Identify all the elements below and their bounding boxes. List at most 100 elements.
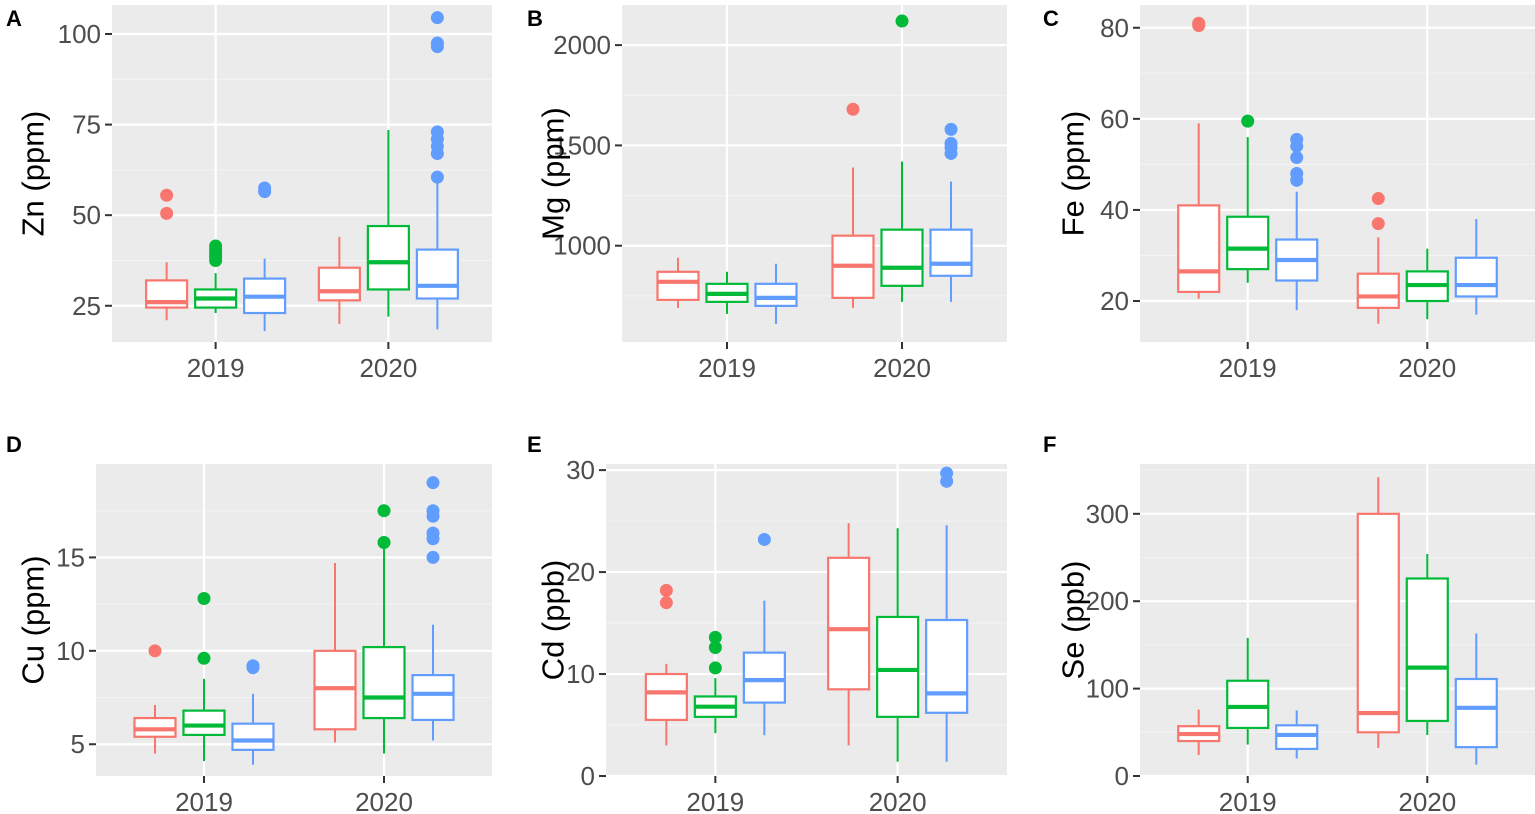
outlier-point (377, 504, 391, 518)
box-body (1454, 256, 1498, 298)
panel-c: 20 40 60 80 2019 2020 C Fe (ppm) (1043, 5, 1535, 383)
y-tick-label: 60 (1100, 104, 1129, 134)
panel-d: 5 10 15 2019 2020 D Cu (ppm) (6, 432, 492, 814)
y-axis-title: Fe (ppm) (1056, 111, 1091, 237)
y-tick-label: 25 (72, 291, 101, 321)
outlier-point (1241, 114, 1255, 128)
box-c-2019-series-1 (1177, 16, 1221, 299)
outlier-point (377, 535, 391, 549)
x-tick-label: 2020 (359, 353, 417, 383)
box-c-2019-series-2 (1226, 114, 1270, 283)
box-body (411, 674, 455, 722)
outlier-point (197, 592, 211, 606)
y-tick-label: 20 (1100, 286, 1129, 316)
y-tick-label: 1000 (553, 231, 611, 261)
y-tick-label: 50 (72, 200, 101, 230)
box-body (925, 618, 969, 714)
panel-a: 25 50 75 100 2019 2020 A Zn (ppm) (6, 5, 492, 383)
box-c-2020-series-3 (1454, 219, 1498, 315)
y-tick-label: 100 (1086, 674, 1129, 704)
outlier-point (1290, 132, 1304, 146)
box-body (1405, 577, 1449, 723)
box-d-2020-series-3 (411, 476, 455, 741)
y-tick-label: 20 (566, 557, 595, 587)
outlier-point (708, 661, 722, 675)
outlier-point (1371, 217, 1385, 231)
box-body (880, 228, 924, 287)
outlier-point (426, 476, 440, 490)
box-b-2020-series-1 (831, 102, 875, 308)
y-tick-label: 100 (58, 19, 101, 49)
box-body (415, 248, 459, 300)
box-a-2019-series-1 (145, 188, 189, 321)
panel-letter: C (1043, 6, 1059, 31)
y-axis-title: Zn (ppm) (16, 111, 51, 237)
panel-letter: A (6, 6, 22, 31)
panel-letter: F (1043, 432, 1056, 457)
outlier-point (209, 239, 223, 253)
box-body (1226, 215, 1270, 271)
y-tick-label: 40 (1100, 195, 1129, 225)
x-tick-label: 2019 (1219, 787, 1277, 814)
box-b-2019-series-2 (705, 271, 749, 314)
box-e-2020-series-2 (876, 528, 920, 762)
x-tick-label: 2019 (175, 787, 233, 814)
box-body (362, 645, 406, 720)
y-tick-label: 5 (71, 729, 85, 759)
outlier-point (708, 641, 722, 655)
box-body (317, 266, 361, 302)
outlier-point (940, 466, 954, 480)
box-f-2019-series-3 (1275, 710, 1319, 759)
y-tick-label: 30 (566, 455, 595, 485)
box-body (742, 651, 786, 704)
y-axis-title: Cd (ppb) (536, 560, 571, 681)
outlier-point (258, 181, 272, 195)
panel-letter: B (527, 6, 543, 31)
y-tick-label: 10 (56, 636, 85, 666)
y-tick-label: 0 (581, 761, 595, 791)
outlier-point (1290, 167, 1304, 180)
y-tick-label: 300 (1086, 499, 1129, 529)
box-d-2020-series-2 (362, 504, 406, 754)
outlier-point (197, 651, 211, 665)
box-c-2019-series-3 (1275, 132, 1319, 311)
box-e-2019-series-3 (742, 532, 786, 736)
box-b-2020-series-3 (929, 122, 973, 302)
outlier-point (426, 526, 440, 540)
box-d-2020-series-1 (313, 563, 357, 743)
outlier-point (160, 188, 174, 202)
box-body (656, 270, 700, 301)
outlier-point (1192, 16, 1206, 30)
x-tick-label: 2020 (873, 353, 931, 383)
y-tick-label: 200 (1086, 586, 1129, 616)
box-body (182, 709, 226, 736)
box-body (1356, 272, 1400, 309)
panel-e: 0 10 20 30 2019 2020 E Cd (ppb) (527, 432, 1007, 814)
box-body (1356, 512, 1400, 734)
y-tick-label: 75 (72, 110, 101, 140)
y-tick-label: 10 (566, 659, 595, 689)
box-e-2020-series-1 (827, 523, 871, 746)
box-a-2020-series-2 (366, 130, 410, 317)
outlier-point (426, 550, 440, 564)
panel-letter: D (6, 432, 22, 457)
box-a-2020-series-3 (415, 11, 459, 330)
panel-b: 1000 1500 2000 2019 2020 B Mg (ppm) (527, 5, 1007, 383)
box-c-2020-series-1 (1356, 192, 1400, 324)
box-d-2019-series-1 (133, 644, 177, 754)
box-f-2019-series-2 (1226, 637, 1270, 745)
outlier-point (430, 125, 444, 139)
y-axis-title: Mg (ppm) (536, 107, 571, 240)
box-body (644, 672, 688, 722)
outlier-point (430, 170, 444, 184)
outlier-point (1290, 151, 1304, 165)
box-b-2020-series-2 (880, 14, 924, 302)
outlier-point (944, 136, 958, 150)
x-tick-label: 2019 (1219, 353, 1277, 383)
x-tick-label: 2020 (355, 787, 413, 814)
outlier-point (846, 102, 860, 116)
y-tick-label: 2000 (553, 30, 611, 60)
outlier-point (430, 11, 444, 25)
box-a-2020-series-1 (317, 236, 361, 324)
